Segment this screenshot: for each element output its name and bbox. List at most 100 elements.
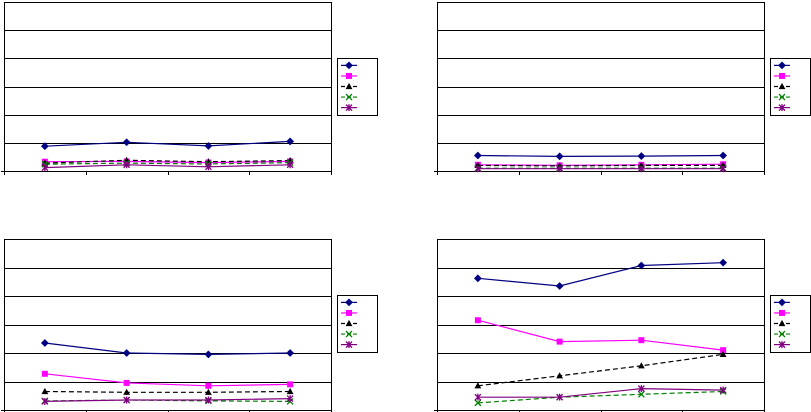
data-point	[123, 388, 131, 395]
data-point	[719, 350, 727, 358]
data-point	[556, 338, 563, 345]
series-1	[40, 137, 295, 151]
data-point	[286, 395, 294, 403]
legend-swatch-marker	[345, 93, 353, 101]
data-point	[122, 138, 131, 147]
data-point	[286, 387, 294, 395]
data-point	[638, 337, 645, 344]
data-point	[41, 370, 48, 377]
series-line	[44, 373, 291, 387]
series-line	[44, 162, 291, 165]
series-line	[477, 262, 724, 287]
legend-swatch-marker	[345, 298, 353, 307]
data-point	[474, 165, 482, 173]
legend	[337, 58, 378, 116]
data-point	[474, 382, 482, 389]
data-point	[473, 274, 482, 283]
data-point	[287, 381, 294, 388]
chart-panel-4	[434, 239, 811, 412]
chart-panel-2	[434, 2, 811, 175]
data-point	[556, 165, 564, 173]
data-point	[556, 372, 564, 379]
data-point	[637, 362, 645, 369]
series-line	[477, 353, 724, 387]
data-point	[286, 137, 295, 146]
data-point	[205, 382, 212, 389]
series-5	[41, 395, 294, 405]
data-point	[474, 317, 481, 324]
series-line	[44, 342, 291, 356]
series-1	[40, 339, 295, 359]
chart-panel-1	[1, 2, 378, 175]
series-line	[44, 140, 291, 147]
data-point	[204, 163, 212, 171]
data-point	[556, 393, 564, 401]
data-point	[123, 396, 131, 404]
data-point	[719, 258, 728, 267]
legend-swatch-marker	[345, 341, 353, 349]
data-point	[637, 165, 645, 173]
data-point	[473, 151, 482, 160]
legend-swatch-marker	[345, 104, 353, 112]
legend-swatch-marker	[345, 330, 353, 338]
series-line	[44, 164, 291, 169]
series-1	[473, 258, 728, 290]
data-point	[41, 164, 49, 172]
legend-swatch-marker	[778, 330, 786, 338]
data-point	[41, 397, 49, 405]
series-line	[477, 164, 724, 167]
data-point	[720, 347, 727, 354]
data-point	[637, 385, 645, 393]
legend-swatch-marker	[345, 82, 353, 90]
legend	[770, 58, 811, 116]
data-point	[40, 142, 49, 151]
data-point	[204, 142, 213, 150]
series-5	[474, 385, 727, 401]
data-point	[40, 339, 49, 347]
data-point	[286, 161, 294, 169]
legend-swatch-marker	[346, 309, 352, 316]
legend-swatch-marker	[345, 319, 353, 327]
data-point	[555, 282, 564, 290]
legend-swatch-marker	[778, 298, 786, 307]
data-point	[719, 386, 727, 394]
series-3	[474, 350, 727, 389]
data-point	[204, 350, 213, 359]
series-line	[477, 154, 724, 158]
data-point	[474, 399, 482, 407]
data-point	[555, 152, 564, 161]
data-point	[719, 165, 727, 173]
series-line	[477, 319, 724, 351]
legend-swatch-marker	[778, 82, 786, 90]
data-point	[719, 151, 728, 160]
data-point	[204, 396, 212, 404]
legend-swatch-marker	[778, 341, 786, 349]
data-point	[122, 349, 131, 357]
series-5	[41, 161, 294, 172]
data-point	[123, 379, 130, 386]
legend-swatch-marker	[345, 61, 353, 70]
series-3	[41, 387, 294, 395]
legend-swatch-marker	[778, 93, 786, 101]
data-point	[41, 387, 49, 395]
series-1	[473, 151, 728, 161]
legend-swatch-marker	[779, 72, 785, 79]
data-point	[204, 388, 212, 395]
series-line	[477, 390, 724, 404]
legend-swatch-marker	[779, 309, 785, 316]
data-point	[637, 152, 646, 160]
series-line	[44, 390, 291, 393]
data-point	[637, 390, 645, 398]
data-point	[474, 393, 482, 401]
legend-swatch-marker	[778, 61, 786, 70]
series-line	[477, 387, 724, 398]
series-2	[474, 317, 727, 354]
legend	[337, 295, 378, 353]
series-5	[474, 165, 727, 173]
data-point	[637, 261, 646, 270]
series-line	[44, 159, 291, 164]
data-point	[286, 349, 295, 357]
series-line	[44, 398, 291, 402]
legend-swatch-marker	[346, 72, 352, 79]
